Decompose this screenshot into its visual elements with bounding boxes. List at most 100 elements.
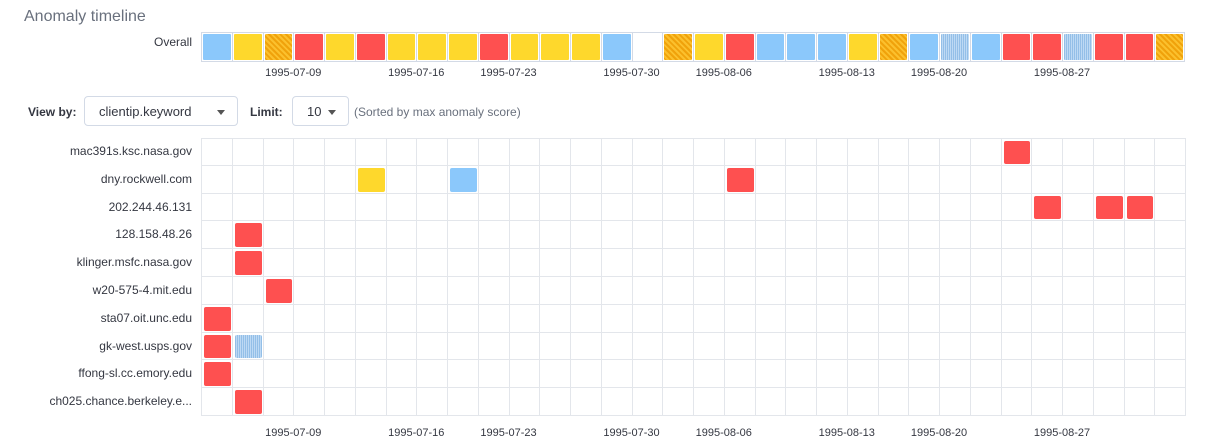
swimlane-cell[interactable] bbox=[539, 249, 570, 277]
swimlane-cell[interactable] bbox=[1123, 388, 1155, 416]
swimlane-cell[interactable] bbox=[662, 304, 693, 333]
swimlane-cell[interactable] bbox=[508, 360, 540, 389]
swimlane-cell[interactable] bbox=[969, 165, 1001, 194]
swimlane-cell[interactable] bbox=[1000, 304, 1032, 333]
swimlane-cell[interactable] bbox=[231, 249, 263, 277]
swimlane-cell[interactable] bbox=[754, 276, 786, 305]
swimlane-cell[interactable] bbox=[662, 332, 693, 361]
swimlane-cell[interactable] bbox=[201, 332, 232, 361]
overall-cell[interactable] bbox=[785, 32, 816, 62]
swimlane-cell[interactable] bbox=[231, 388, 263, 416]
swimlane-cell[interactable] bbox=[570, 388, 601, 416]
overall-cell[interactable] bbox=[508, 32, 540, 62]
swimlane-cell[interactable] bbox=[385, 165, 417, 194]
swimlane-cell[interactable] bbox=[846, 276, 878, 305]
swimlane-cell[interactable] bbox=[293, 360, 324, 389]
swimlane-cell[interactable] bbox=[477, 221, 509, 250]
swimlane-cell[interactable] bbox=[293, 388, 324, 416]
swimlane-cell[interactable] bbox=[754, 332, 786, 361]
swimlane-cell[interactable] bbox=[693, 276, 724, 305]
swimlane-cell[interactable] bbox=[816, 276, 847, 305]
swimlane-cell[interactable] bbox=[293, 332, 324, 361]
swimlane-cell[interactable] bbox=[723, 193, 755, 222]
swimlane-cell[interactable] bbox=[785, 165, 816, 194]
swimlane-cell[interactable] bbox=[785, 276, 816, 305]
swimlane-cell[interactable] bbox=[600, 388, 632, 416]
swimlane-cell[interactable] bbox=[877, 332, 909, 361]
swimlane-cell[interactable] bbox=[385, 193, 417, 222]
swimlane-cell[interactable] bbox=[1062, 193, 1093, 222]
swimlane-cell[interactable] bbox=[631, 193, 663, 222]
swimlane-cell[interactable] bbox=[324, 249, 355, 277]
swimlane-cell[interactable] bbox=[385, 360, 417, 389]
swimlane-cell[interactable] bbox=[416, 165, 447, 194]
swimlane-cell[interactable] bbox=[201, 138, 232, 166]
swimlane-cell[interactable] bbox=[877, 304, 909, 333]
swimlane-cell[interactable] bbox=[1154, 138, 1185, 166]
swimlane-cell[interactable] bbox=[570, 138, 601, 166]
swimlane-cell[interactable] bbox=[1062, 360, 1093, 389]
swimlane-cell[interactable] bbox=[508, 388, 540, 416]
swimlane-cell[interactable] bbox=[1123, 193, 1155, 222]
swimlane-cell[interactable] bbox=[846, 304, 878, 333]
swimlane-cell[interactable] bbox=[693, 360, 724, 389]
swimlane-cell[interactable] bbox=[1031, 221, 1062, 250]
swimlane-cell[interactable] bbox=[477, 249, 509, 277]
swimlane-cell[interactable] bbox=[1154, 165, 1185, 194]
swimlane-cell[interactable] bbox=[877, 138, 909, 166]
swimlane-cell[interactable] bbox=[1092, 388, 1124, 416]
swimlane-row-label[interactable]: 128.158.48.26 bbox=[115, 227, 192, 242]
swimlane-cell[interactable] bbox=[969, 276, 1001, 305]
swimlane-cell[interactable] bbox=[877, 249, 909, 277]
swimlane-cell[interactable] bbox=[570, 165, 601, 194]
swimlane-cell[interactable] bbox=[939, 304, 970, 333]
swimlane-cell[interactable] bbox=[1154, 304, 1185, 333]
overall-cell[interactable] bbox=[354, 32, 386, 62]
swimlane-cell[interactable] bbox=[785, 249, 816, 277]
swimlane-cell[interactable] bbox=[846, 165, 878, 194]
swimlane-cell[interactable] bbox=[354, 221, 386, 250]
swimlane-cell[interactable] bbox=[570, 332, 601, 361]
swimlane-cell[interactable] bbox=[539, 138, 570, 166]
swimlane-cell[interactable] bbox=[293, 138, 324, 166]
swimlane-cell[interactable] bbox=[539, 193, 570, 222]
swimlane-cell[interactable] bbox=[754, 193, 786, 222]
overall-cell[interactable] bbox=[570, 32, 601, 62]
swimlane-cell[interactable] bbox=[785, 388, 816, 416]
swimlane-cell[interactable] bbox=[631, 249, 663, 277]
swimlane-cell[interactable] bbox=[631, 304, 663, 333]
swimlane-cell[interactable] bbox=[231, 221, 263, 250]
swimlane-cell[interactable] bbox=[1092, 138, 1124, 166]
swimlane-cell[interactable] bbox=[231, 332, 263, 361]
overall-cell[interactable] bbox=[662, 32, 693, 62]
swimlane-cell[interactable] bbox=[201, 388, 232, 416]
swimlane-cell[interactable] bbox=[416, 249, 447, 277]
swimlane-cell[interactable] bbox=[600, 304, 632, 333]
swimlane-cell[interactable] bbox=[324, 332, 355, 361]
swimlane-cell[interactable] bbox=[324, 360, 355, 389]
swimlane-cell[interactable] bbox=[508, 138, 540, 166]
swimlane-cell[interactable] bbox=[969, 304, 1001, 333]
swimlane-cell[interactable] bbox=[1031, 388, 1062, 416]
swimlane-cell[interactable] bbox=[539, 360, 570, 389]
swimlane-cell[interactable] bbox=[539, 388, 570, 416]
swimlane-cell[interactable] bbox=[262, 193, 294, 222]
swimlane-cell[interactable] bbox=[447, 276, 478, 305]
swimlane-cell[interactable] bbox=[908, 221, 939, 250]
swimlane-cell[interactable] bbox=[539, 221, 570, 250]
swimlane-cell[interactable] bbox=[231, 138, 263, 166]
swimlane-cell[interactable] bbox=[231, 193, 263, 222]
swimlane-cell[interactable] bbox=[877, 388, 909, 416]
swimlane-cell[interactable] bbox=[600, 138, 632, 166]
swimlane-cell[interactable] bbox=[908, 360, 939, 389]
swimlane-cell[interactable] bbox=[385, 332, 417, 361]
overall-cell[interactable] bbox=[969, 32, 1001, 62]
swimlane-cell[interactable] bbox=[385, 304, 417, 333]
swimlane-cell[interactable] bbox=[662, 360, 693, 389]
swimlane-cell[interactable] bbox=[262, 221, 294, 250]
swimlane-row-label[interactable]: mac391s.ksc.nasa.gov bbox=[69, 144, 192, 158]
swimlane-cell[interactable] bbox=[354, 360, 386, 389]
overall-cell[interactable] bbox=[324, 32, 355, 62]
swimlane-cell[interactable] bbox=[1031, 332, 1062, 361]
swimlane-cell[interactable] bbox=[662, 276, 693, 305]
